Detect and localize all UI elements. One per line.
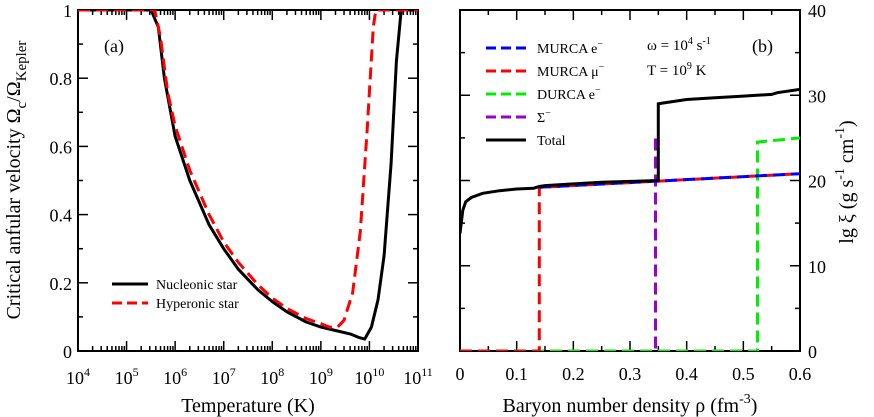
panel-b-legend: MURCA e− MURCA μ− DURCA e− Σ− Total [486,39,605,149]
x-tick-label: 106 [163,365,187,388]
annotation-line: ω = 104 s-1 [647,36,711,54]
panel-b-ylabel: lg ξ (g s-1 cm-1) [833,120,858,243]
legend-label: Total [537,134,566,149]
legend-label: Nucleonic star [156,278,238,293]
legend-label: MURCA μ− [537,62,605,80]
x-tick-label: 0.3 [619,364,642,384]
x-tick-label: 104 [66,365,90,388]
y-tick-label: 20 [808,172,826,192]
panel-b-annotation: ω = 104 s-1 T = 109 K [647,36,711,79]
series-line-3 [460,136,800,351]
panel-a-ticks: 104 105 106 107 108 109 1010 1011 0 0.2 0.4 0.6 0.8 1 [50,1,433,388]
y-tick-label: 0.8 [50,69,73,89]
panel-b-xlabel: Baryon number density ρ (fm-3) [503,392,758,417]
panel-b-series [460,87,800,351]
x-tick-label: 1011 [403,365,433,388]
y-tick-label: 10 [808,257,826,277]
x-tick-label: 0 [456,364,465,384]
series-line-5 [460,87,800,234]
panel-a-ylabel: Critical anfular velocity Ωc/ΩKepler [3,41,30,320]
legend-label: DURCA e− [537,85,601,103]
annotation-line: T = 109 K [647,61,707,79]
series-line-hyperonic-star [78,10,418,329]
legend-label: Hyperonic star [156,297,239,312]
panel-a-xlabel: Temperature (K) [181,395,315,417]
x-tick-label: 107 [212,365,236,388]
panel-a-series [78,10,418,341]
x-tick-label: 1010 [354,365,384,388]
panel-a-label: (a) [104,36,124,57]
series-line-4 [460,133,657,351]
panel-b-label: (b) [752,36,773,57]
x-tick-label: 105 [115,365,139,388]
y-tick-label: 1 [63,1,72,21]
legend-label: MURCA e− [537,39,603,57]
y-tick-label: 0.6 [50,137,73,157]
y-tick-label: 30 [808,86,826,106]
x-tick-label: 0.6 [789,364,812,384]
y-tick-label: 0.4 [50,206,73,226]
y-tick-label: 40 [808,1,826,21]
y-tick-label: 0.2 [50,274,73,294]
panel-a-legend: Nucleonic star Hyperonic star [112,278,239,312]
x-tick-label: 0.2 [562,364,585,384]
series-line-1 [539,172,800,189]
x-tick-label: 0.5 [732,364,755,384]
x-tick-label: 108 [260,365,284,388]
panel-a: 104 105 106 107 108 109 1010 101100.20.40.60.81… [3,1,433,417]
legend-label: Σ− [537,108,551,126]
series-line-2 [460,172,800,351]
series-line-nucleonic-star [78,10,418,341]
x-tick-label: 109 [309,365,333,388]
y-tick-label: 0 [63,342,72,362]
y-tick-label: 0 [808,342,817,362]
panel-a-frame [77,9,419,352]
x-tick-label: 0.1 [505,364,528,384]
x-tick-label: 0.4 [675,364,698,384]
